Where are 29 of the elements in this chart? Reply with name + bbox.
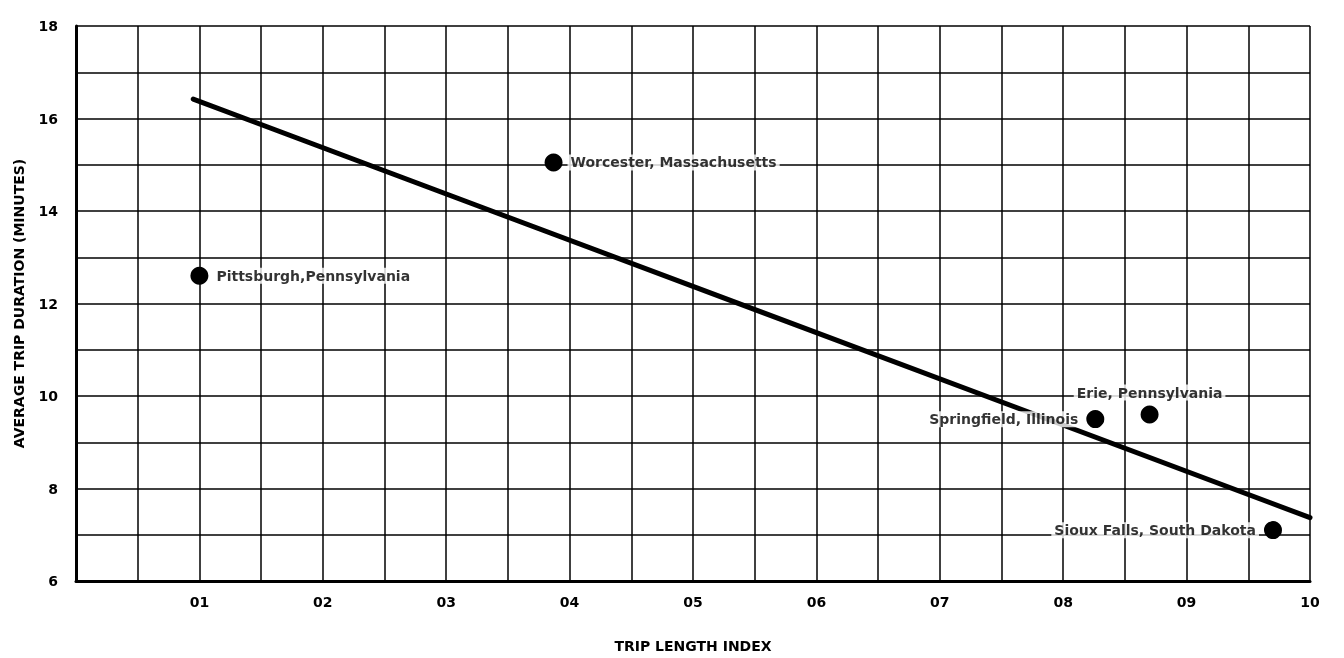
point: [544, 153, 563, 172]
y-tick-label: 6: [48, 573, 58, 589]
x-tick-label: 10: [1300, 594, 1320, 610]
annotation: Erie, Pennsylvania: [1076, 384, 1223, 401]
x-tick-label: 06: [806, 594, 827, 610]
y-tick-label: 14: [38, 203, 59, 219]
annotation: Springfield, Illinois: [929, 411, 1079, 428]
annotation: Worcester, Massachusetts: [570, 154, 777, 171]
x-tick-label: 02: [313, 594, 333, 610]
annotation: Pittsburgh,Pennsylvania: [216, 267, 411, 284]
point: [1140, 405, 1159, 424]
y-tick-label: 16: [38, 110, 58, 127]
x-axis-title: TRIP LENGTH INDEX: [614, 638, 772, 654]
x-tick-label: 05: [683, 594, 703, 610]
x-tick-label: 01: [189, 594, 210, 610]
x-tick-label: 03: [436, 594, 456, 610]
y-tick-label: 10: [38, 388, 59, 404]
annotation: Sioux Falls, South Dakota: [1054, 522, 1256, 539]
y-tick-label: 18: [38, 18, 58, 34]
point: [1086, 410, 1105, 429]
x-tick-label: 04: [559, 594, 580, 610]
x-tick-label: 07: [930, 594, 950, 610]
y-tick-label: 12: [38, 295, 58, 312]
point: [1264, 521, 1282, 540]
x-tick-label: 08: [1053, 594, 1073, 610]
y-axis-title: AVERAGE TRIP DURATION (MINUTES): [11, 158, 27, 449]
x-tick-label: 09: [1176, 594, 1197, 610]
point: [190, 266, 209, 285]
y-tick-label: 8: [48, 480, 58, 497]
